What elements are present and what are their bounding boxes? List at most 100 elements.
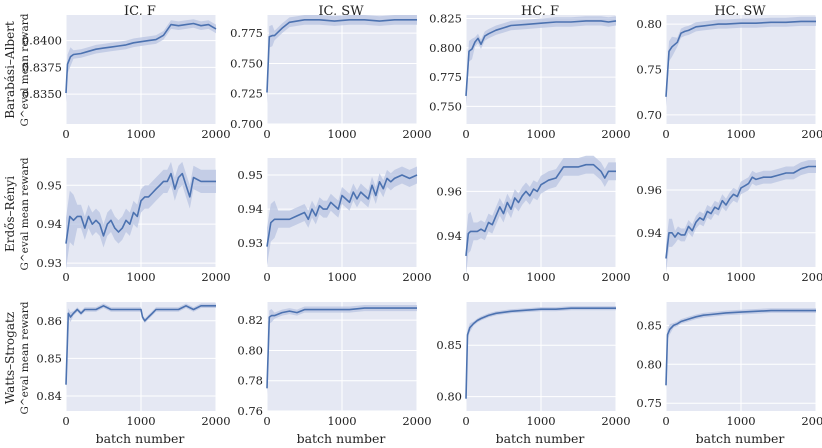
series-line: [465, 20, 617, 96]
y-tick-label: 0.75: [636, 396, 662, 410]
x-tick-label: 0: [462, 127, 469, 141]
y-tick-label: 0.96: [436, 184, 462, 198]
x-tick-label: 0: [263, 127, 270, 141]
confidence-band: [466, 16, 616, 107]
y-tick-label: 0.80: [436, 390, 462, 404]
x-tick-label: 2000: [201, 270, 230, 284]
x-tick-label: 2000: [201, 414, 230, 428]
y-tick-label: 0.94: [237, 202, 263, 216]
series-line: [65, 304, 216, 385]
series-line: [65, 172, 216, 244]
y-tick-label: 0.775: [429, 70, 462, 84]
series-line: [266, 18, 417, 93]
subplot-r0-c2: 0 1000 2000 0.750 0.775 0.800 0.825: [429, 12, 631, 141]
row-label-er-name: Erdős–Rényi: [3, 176, 17, 252]
x-tick-label: 1000: [327, 127, 356, 141]
x-tick-label: 0: [662, 127, 669, 141]
series-line: [465, 307, 616, 399]
row-label-er: Erdős–Rényi G^eval mean reward: [3, 157, 31, 270]
x-tick-label: 2000: [402, 127, 431, 141]
subplot-r1-c1: 0 1000 2000 0.93 0.94 0.95: [237, 158, 432, 284]
y-tick-label: 0.82: [237, 313, 263, 327]
x-tick-label: 0: [62, 414, 69, 428]
x-tick-label: 2000: [402, 414, 431, 428]
x-tick-label: 1000: [126, 270, 155, 284]
y-tick-label: 0.80: [237, 343, 263, 357]
x-tick-label: 1000: [126, 127, 155, 141]
x-tick-label: 2000: [801, 127, 822, 141]
xlabel-col-0: batch number: [96, 431, 185, 446]
confidence-band: [267, 305, 417, 395]
x-tick-label: 1000: [526, 127, 555, 141]
x-tick-label: 2000: [601, 127, 630, 141]
y-tick-label: 0.76: [237, 404, 263, 418]
confidence-band: [66, 161, 216, 270]
row-label-ws-name: Watts–Strogatz: [3, 312, 17, 404]
series-line: [465, 163, 616, 256]
x-tick-label: 1000: [526, 270, 555, 284]
row-label-ba-metric: G^eval mean reward: [19, 13, 31, 126]
x-tick-label: 2000: [801, 270, 822, 284]
y-tick-label: 0.8350: [22, 87, 62, 101]
x-tick-label: 2000: [402, 270, 431, 284]
x-tick-label: 1000: [726, 270, 755, 284]
y-tick-label: 0.85: [36, 351, 62, 365]
series-line: [266, 174, 418, 247]
x-tick-label: 1000: [327, 270, 356, 284]
subplot-r0-c1: 0 1000 2000 0.700 0.725 0.750 0.775: [230, 15, 432, 141]
x-tick-label: 0: [263, 270, 270, 284]
y-tick-label: 0.94: [636, 226, 662, 240]
y-tick-label: 0.8400: [22, 34, 62, 48]
subplot-r2-c2: 0 1000 2000 0.80 0.85: [436, 302, 631, 428]
y-tick-label: 0.80: [636, 17, 662, 31]
row-label-ba: Barabási–Albert G^eval mean reward: [3, 13, 31, 126]
confidence-band: [267, 15, 417, 104]
x-tick-label: 1000: [726, 127, 755, 141]
x-tick-label: 1000: [126, 414, 155, 428]
confidence-band: [66, 19, 216, 103]
x-tick-label: 0: [662, 414, 669, 428]
row-label-er-metric: G^eval mean reward: [19, 157, 31, 270]
x-tick-label: 1000: [327, 414, 356, 428]
x-tick-label: 0: [62, 270, 69, 284]
subplot-r2-c0: 0 1000 2000 0.84 0.85 0.86: [36, 302, 231, 428]
xlabel-col-3: batch number: [696, 431, 785, 446]
y-tick-label: 0.80: [636, 357, 662, 371]
series-line: [266, 307, 417, 389]
y-tick-label: 0.725: [230, 87, 263, 101]
x-tick-label: 2000: [601, 270, 630, 284]
confidence-band: [66, 303, 216, 390]
subplot-r2-c3: 0 1000 2000 0.75 0.80 0.85: [636, 302, 822, 428]
series-line: [665, 309, 816, 386]
xlabel-col-1: batch number: [297, 431, 386, 446]
y-tick-label: 0.750: [230, 56, 263, 70]
y-tick-label: 0.800: [429, 41, 462, 55]
series-line: [665, 165, 816, 259]
y-tick-label: 0.8375: [22, 60, 62, 74]
y-tick-label: 0.95: [36, 178, 62, 192]
x-tick-label: 0: [462, 270, 469, 284]
x-tick-label: 2000: [201, 127, 230, 141]
row-label-ws-metric: G^eval mean reward: [19, 301, 31, 414]
y-tick-label: 0.85: [436, 338, 462, 352]
y-tick-label: 0.825: [429, 12, 462, 26]
subplot-r1-c2: 0 1000 2000 0.94 0.96: [436, 155, 631, 284]
row-labels: Barabási–Albert G^eval mean reward Erdős…: [3, 13, 31, 414]
y-tick-label: 0.94: [36, 217, 62, 231]
y-tick-label: 0.93: [36, 256, 62, 270]
row-label-ws: Watts–Strogatz G^eval mean reward: [3, 301, 31, 414]
y-tick-label: 0.70: [636, 108, 662, 122]
y-tick-label: 0.93: [237, 236, 263, 250]
y-tick-label: 0.86: [36, 314, 62, 328]
y-tick-label: 0.78: [237, 374, 263, 388]
y-tick-label: 0.700: [230, 117, 263, 131]
confidence-band: [666, 160, 816, 273]
y-tick-label: 0.75: [636, 63, 662, 77]
subplot-r2-c1: 0 1000 2000 0.76 0.78 0.80 0.82: [237, 302, 432, 428]
x-tick-label: 0: [62, 127, 69, 141]
xlabel-col-2: batch number: [496, 431, 585, 446]
subplot-r0-c0: 0 1000 2000 0.8350 0.8375 0.8400: [22, 15, 231, 141]
y-tick-label: 0.94: [436, 229, 462, 243]
y-tick-label: 0.96: [636, 183, 662, 197]
subplot-r0-c3: 0 1000 2000 0.70 0.75 0.80: [636, 15, 822, 141]
